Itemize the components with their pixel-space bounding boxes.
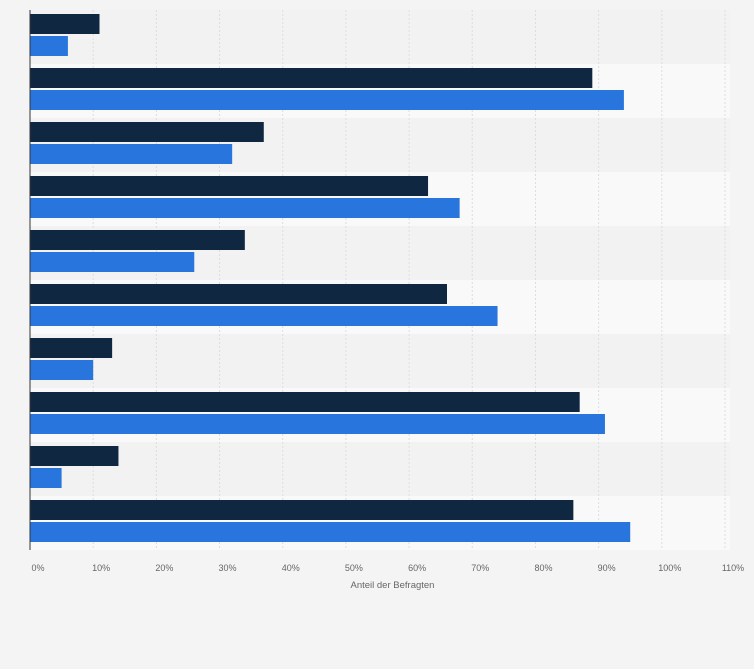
bar-series2 xyxy=(30,90,624,110)
x-tick-label: 50% xyxy=(345,563,363,573)
bar-series2 xyxy=(30,306,498,326)
bar-series1 xyxy=(30,284,447,304)
bar-series2 xyxy=(30,360,94,380)
x-tick-label: 30% xyxy=(219,563,237,573)
bar-series1 xyxy=(30,338,113,358)
bar-series2 xyxy=(30,36,68,56)
x-tick-label: 90% xyxy=(598,563,616,573)
bars xyxy=(30,14,631,542)
bar-series1 xyxy=(30,122,264,142)
x-tick-label: 60% xyxy=(408,563,426,573)
bar-series1 xyxy=(30,392,580,412)
x-tick-label: 100% xyxy=(658,563,681,573)
row-band xyxy=(30,334,730,388)
bar-series1 xyxy=(30,500,574,520)
bar-series1 xyxy=(30,446,119,466)
x-tick-label: 20% xyxy=(155,563,173,573)
x-tick-label: 10% xyxy=(92,563,110,573)
bar-series2 xyxy=(30,522,631,542)
x-tick-label: 80% xyxy=(534,563,552,573)
bar-series1 xyxy=(30,230,245,250)
bar-series2 xyxy=(30,468,62,488)
x-tick-label: 40% xyxy=(282,563,300,573)
x-tick-label: 110% xyxy=(722,563,744,573)
bar-series2 xyxy=(30,252,195,272)
bar-series2 xyxy=(30,414,605,434)
bar-series1 xyxy=(30,176,429,196)
row-band xyxy=(30,442,730,496)
row-band xyxy=(30,10,730,64)
x-tick-label: 0% xyxy=(31,563,44,573)
x-axis-label: Anteil der Befragten xyxy=(351,580,435,591)
bar-series1 xyxy=(30,14,100,34)
bar-series1 xyxy=(30,68,593,88)
x-tick-label: 70% xyxy=(471,563,489,573)
bar-series2 xyxy=(30,198,460,218)
x-tick-labels: 0% 10% 20% 30% 40% 50% 60% 70% 80% 90% 100% 110% xyxy=(31,563,744,573)
bar-series2 xyxy=(30,144,233,164)
